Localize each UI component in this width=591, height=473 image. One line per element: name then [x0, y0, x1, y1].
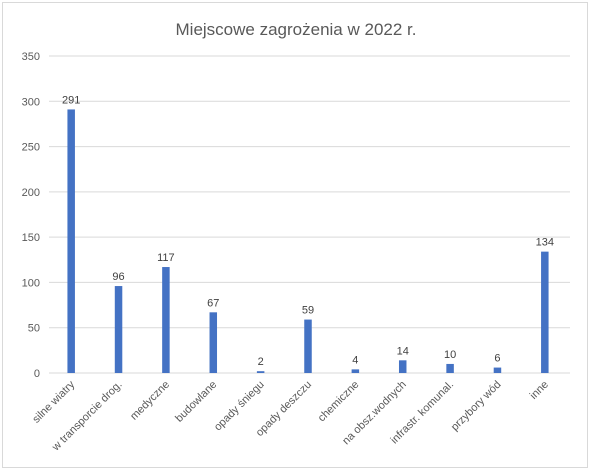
bar	[114, 286, 123, 373]
data-labels: 291 96 117 67 2 59 4 14 10 6 134	[62, 94, 554, 368]
data-label: 67	[207, 297, 219, 309]
bars	[67, 109, 549, 374]
data-label: 59	[302, 305, 314, 317]
data-label: 6	[494, 353, 500, 365]
bar	[256, 371, 265, 373]
data-label: 117	[157, 252, 175, 264]
bar	[493, 367, 502, 373]
bar	[67, 109, 75, 374]
y-tick-label: 350	[22, 51, 40, 63]
y-tick-label: 300	[22, 96, 40, 108]
data-label: 14	[397, 345, 409, 357]
y-tick-label: 200	[22, 187, 40, 199]
gridlines	[49, 55, 570, 374]
bar	[209, 312, 218, 373]
y-tick-label: 150	[22, 232, 40, 244]
y-axis-ticks: 0 50 100 150 200 250 300 350	[22, 51, 40, 380]
data-label: 291	[62, 94, 80, 106]
y-tick-label: 0	[34, 368, 40, 380]
data-label: 96	[112, 271, 124, 283]
data-label: 4	[352, 354, 358, 366]
chart-border	[2, 2, 588, 468]
y-tick-label: 250	[22, 142, 40, 154]
chart-title: Miejscowe zagrożenia w 2022 r.	[176, 20, 417, 39]
bar	[162, 267, 170, 373]
bar	[541, 251, 549, 373]
y-tick-label: 100	[22, 277, 40, 289]
bar	[446, 363, 454, 373]
bar	[304, 319, 312, 373]
bar	[351, 369, 360, 373]
y-tick-label: 50	[28, 323, 40, 335]
data-label: 2	[258, 356, 264, 368]
data-label: 10	[444, 349, 456, 361]
bar	[398, 360, 407, 373]
data-label: 134	[536, 237, 554, 249]
